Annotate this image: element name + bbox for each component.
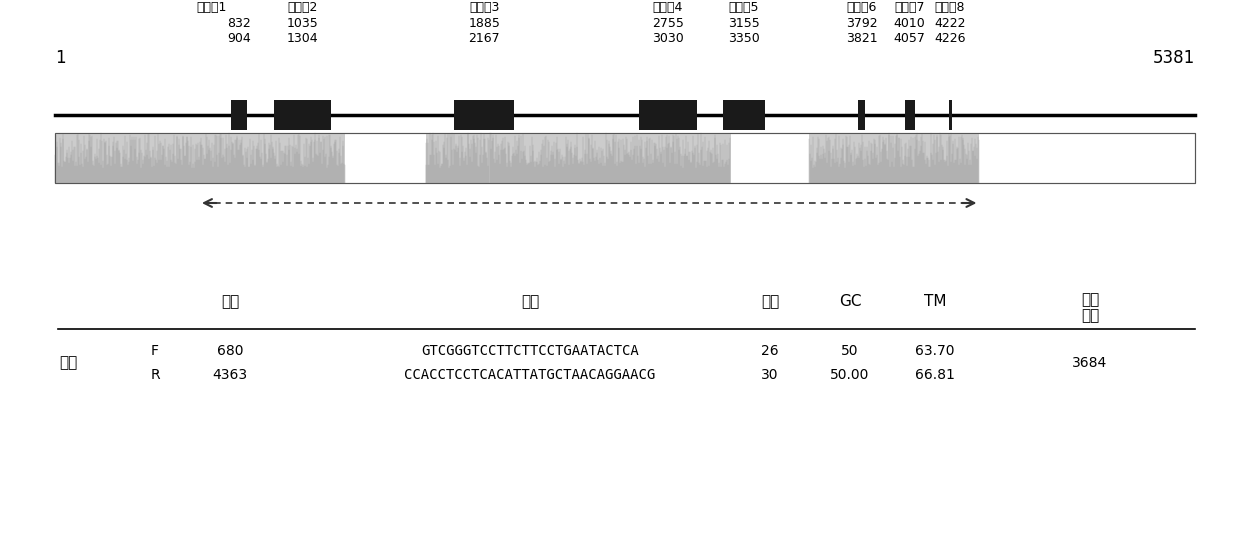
Text: 26: 26 [761, 344, 779, 358]
Text: 3350: 3350 [729, 32, 760, 45]
Text: 外显子4: 外显子4 [653, 1, 683, 14]
Text: 2755: 2755 [652, 17, 684, 30]
Text: 3792: 3792 [846, 17, 877, 30]
Text: 产物: 产物 [1080, 292, 1099, 307]
Text: 66.81: 66.81 [916, 368, 955, 382]
Text: 680: 680 [217, 344, 243, 358]
Bar [809, 133, 979, 183]
Bar [949, 100, 953, 130]
Bar [274, 100, 331, 130]
Text: 外显子8: 外显子8 [934, 1, 965, 14]
Bar [426, 133, 731, 183]
Text: 4226: 4226 [934, 32, 965, 45]
Text: 1: 1 [55, 49, 66, 67]
Text: 5381: 5381 [1152, 49, 1194, 67]
Text: 50.00: 50.00 [830, 368, 870, 382]
Text: 4363: 4363 [212, 368, 248, 382]
Bar [724, 100, 764, 130]
Text: 外显子5: 外显子5 [729, 1, 760, 14]
Text: 外显子1: 外显子1 [196, 1, 227, 14]
Text: 30: 30 [761, 368, 779, 382]
Text: 外显子7: 外显子7 [895, 1, 924, 14]
Text: 引物: 引物 [59, 355, 77, 370]
Text: 长度: 长度 [761, 294, 779, 309]
Text: 1304: 1304 [287, 32, 318, 45]
Text: 4010: 4010 [893, 17, 926, 30]
Text: 3030: 3030 [652, 32, 684, 45]
Bar [904, 100, 914, 130]
Text: R: R [150, 368, 160, 382]
Text: GC: GC [839, 294, 861, 309]
Bar [455, 100, 514, 130]
Text: 3155: 3155 [729, 17, 760, 30]
Text: 外显子3: 外显子3 [470, 1, 499, 14]
Text: 3684: 3684 [1073, 356, 1108, 370]
Text: 外显子2: 外显子2 [287, 1, 318, 14]
Text: 3821: 3821 [846, 32, 877, 45]
Text: TM: TM [924, 294, 947, 309]
Text: 4057: 4057 [893, 32, 926, 45]
Text: 63.70: 63.70 [916, 344, 955, 358]
Text: 2167: 2167 [468, 32, 501, 45]
Bar [56, 133, 346, 183]
Bar [232, 100, 247, 130]
Text: 位置: 位置 [221, 294, 239, 309]
Bar [55, 133, 1194, 183]
Bar [638, 100, 696, 130]
Text: 1035: 1035 [287, 17, 318, 30]
Text: 50: 50 [841, 344, 859, 358]
Text: 1885: 1885 [468, 17, 501, 30]
Text: 4222: 4222 [934, 17, 965, 30]
Bar [859, 100, 865, 130]
Text: GTCGGGTCCTTCTTCCTGAATACTCA: GTCGGGTCCTTCTTCCTGAATACTCA [421, 344, 639, 358]
Text: F: F [151, 344, 159, 358]
Text: 外显子6: 外显子6 [846, 1, 877, 14]
Text: CCACCTCCTCACATTATGCTAACAGGAACG: CCACCTCCTCACATTATGCTAACAGGAACG [404, 368, 655, 382]
Text: 大小: 大小 [1080, 308, 1099, 323]
Text: 832: 832 [227, 17, 250, 30]
Text: 904: 904 [227, 32, 250, 45]
Text: 序列: 序列 [520, 294, 539, 309]
Bar [55, 133, 1194, 183]
